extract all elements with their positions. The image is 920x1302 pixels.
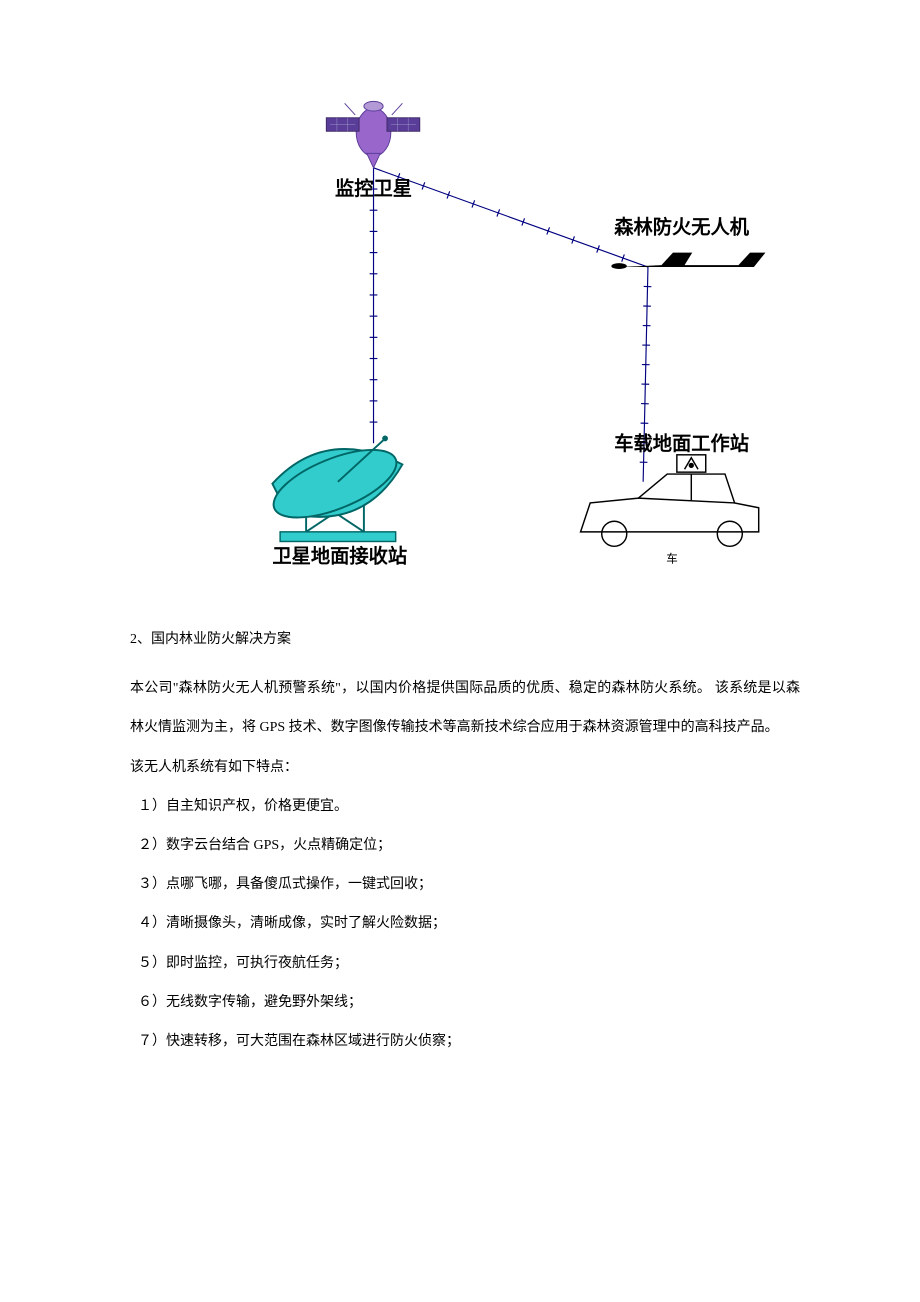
satellite-node	[326, 101, 419, 167]
system-diagram: 监控卫星 森林防火无人机 卫星地面接收站	[145, 60, 785, 580]
car-label: 车载地面工作站	[614, 432, 749, 455]
diagram-svg: 监控卫星 森林防火无人机 卫星地面接收站	[145, 60, 785, 580]
section-heading: 2、国内林业防火解决方案	[130, 620, 800, 659]
body-paragraph: 本公司"森林防火无人机预警系统"，以国内价格提供国际品质的优质、稳定的森林防火系…	[130, 669, 800, 747]
dish-label: 卫星地面接收站	[272, 545, 407, 568]
car-sublabel: 车	[666, 552, 678, 566]
feature-list: １）自主知识产权，价格更便宜。 ２）数字云台结合 GPS，火点精确定位； ３）点…	[130, 787, 800, 1061]
drone-node	[611, 253, 765, 269]
feature-item: ４）清晰摄像头，清晰成像，实时了解火险数据；	[138, 904, 800, 943]
satellite-label: 监控卫星	[335, 177, 412, 200]
feature-item: ７）快速转移，可大范围在森林区域进行防火侦察；	[138, 1022, 800, 1061]
feature-item: ５）即时监控，可执行夜航任务；	[138, 944, 800, 983]
feature-item: １）自主知识产权，价格更便宜。	[138, 787, 800, 826]
drone-label: 森林防火无人机	[614, 215, 749, 238]
dish-node	[265, 436, 405, 542]
feature-item: ２）数字云台结合 GPS，火点精确定位；	[138, 826, 800, 865]
car-node	[581, 455, 759, 546]
feature-item: ６）无线数字传输，避免野外架线；	[138, 983, 800, 1022]
feature-item: ３）点哪飞哪，具备傻瓜式操作，一键式回收；	[138, 865, 800, 904]
features-intro: 该无人机系统有如下特点：	[130, 748, 800, 787]
